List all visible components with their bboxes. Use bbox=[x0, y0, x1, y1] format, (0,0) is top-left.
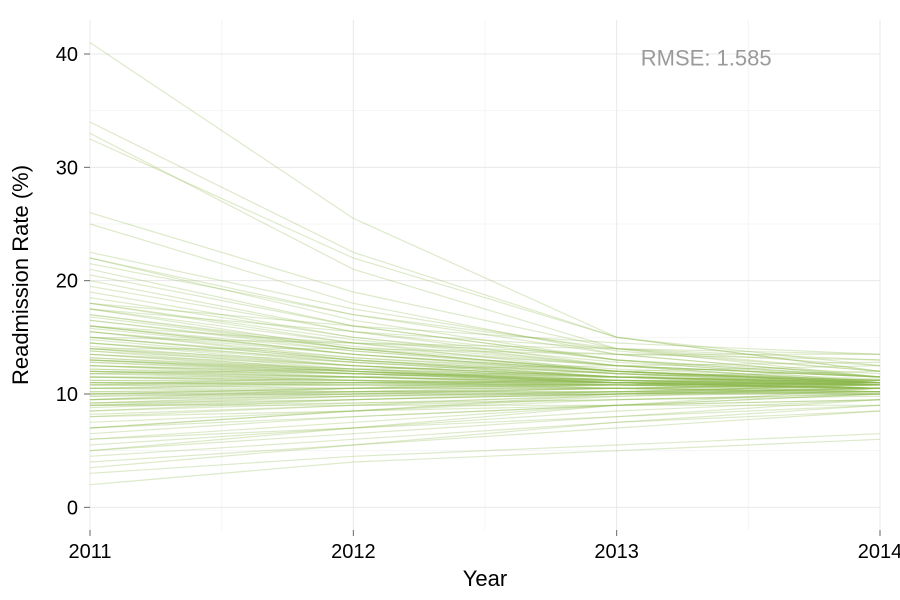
x-tick-label: 2011 bbox=[68, 541, 111, 563]
y-tick-label: 20 bbox=[56, 271, 78, 293]
line-chart: 2011 2012 2013 2014 0 10 20 30 40 Year Readmission… bbox=[0, 0, 900, 600]
y-tick-label: 10 bbox=[56, 384, 78, 406]
rmse-annotation: RMSE: 1.585 bbox=[641, 45, 772, 70]
y-tick-label: 0 bbox=[67, 497, 78, 519]
x-tick-label: 2014 bbox=[858, 541, 900, 563]
chart-container: 2011 2012 2013 2014 0 10 20 30 40 Year Readmission… bbox=[0, 0, 900, 600]
y-tick-label: 40 bbox=[56, 44, 78, 66]
y-tick-label: 30 bbox=[56, 157, 78, 179]
x-tick-label: 2013 bbox=[594, 541, 639, 563]
x-tick-label: 2012 bbox=[331, 541, 376, 563]
x-axis-label: Year bbox=[463, 566, 507, 591]
y-axis-label: Readmission Rate (%) bbox=[8, 165, 33, 385]
